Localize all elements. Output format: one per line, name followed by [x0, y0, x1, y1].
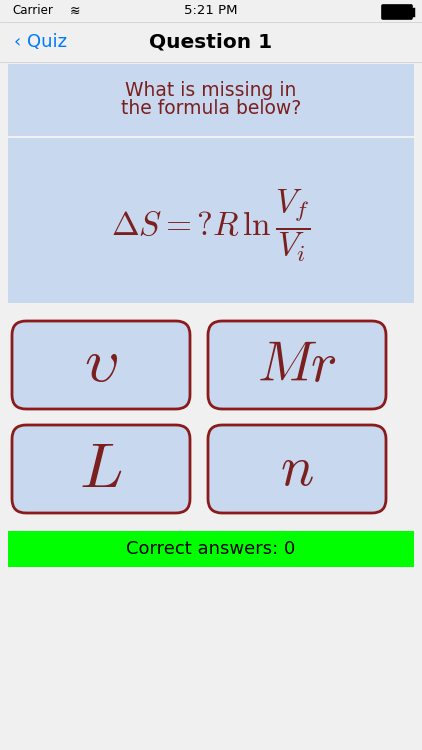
Text: ‹ Quiz: ‹ Quiz: [14, 33, 67, 51]
Text: ≋: ≋: [70, 4, 81, 17]
Text: $Mr$: $Mr$: [257, 338, 337, 392]
Text: $\upsilon$: $\upsilon$: [84, 335, 118, 394]
FancyBboxPatch shape: [8, 138, 414, 303]
FancyBboxPatch shape: [8, 64, 414, 136]
Text: $\Delta S =?R\,\ln\dfrac{V_f}{V_i}$: $\Delta S =?R\,\ln\dfrac{V_f}{V_i}$: [111, 188, 311, 264]
FancyBboxPatch shape: [208, 425, 386, 513]
Text: $L$: $L$: [79, 438, 123, 500]
Text: the formula below?: the formula below?: [121, 100, 301, 118]
Text: Correct answers: 0: Correct answers: 0: [126, 540, 296, 558]
Text: What is missing in: What is missing in: [125, 82, 297, 100]
FancyBboxPatch shape: [12, 425, 190, 513]
Text: 5:21 PM: 5:21 PM: [184, 4, 238, 17]
FancyBboxPatch shape: [382, 5, 412, 19]
Text: Carrier: Carrier: [12, 4, 53, 17]
Text: Question 1: Question 1: [149, 32, 273, 52]
FancyBboxPatch shape: [12, 321, 190, 409]
FancyBboxPatch shape: [8, 531, 414, 567]
Text: $n$: $n$: [280, 442, 314, 496]
FancyBboxPatch shape: [208, 321, 386, 409]
